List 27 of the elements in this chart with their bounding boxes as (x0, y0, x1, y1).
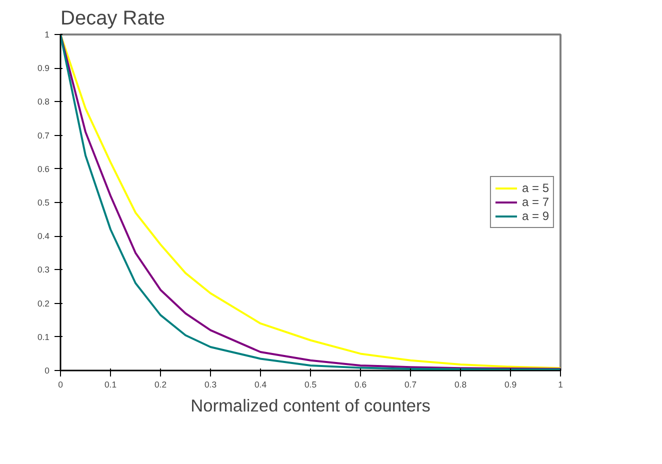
x-tick-label: 1 (558, 380, 564, 390)
y-tick-label: 0.9 (37, 63, 50, 74)
y-tick-label: 0.1 (37, 332, 50, 342)
y-tick-label: 0.6 (37, 164, 50, 174)
x-axis-title: Normalized content of counters (190, 396, 431, 416)
x-tick-label: 0.5 (304, 380, 317, 390)
x-tick-label: 0.7 (404, 380, 417, 390)
y-tick-label: 0 (44, 366, 50, 376)
legend-label: a = 5 (522, 181, 549, 195)
y-tick-label: 0.4 (37, 231, 50, 242)
x-tick-label: 0.6 (354, 380, 367, 390)
x-tick-label: 0.3 (204, 380, 217, 390)
y-tick-label: 0.5 (37, 198, 50, 208)
legend-label: a = 9 (522, 209, 549, 223)
chart-title: Decay Rate (60, 8, 165, 30)
y-tick-label: 0.2 (37, 298, 50, 308)
x-tick-label: 0 (58, 380, 64, 390)
x-tick-label: 0.9 (504, 380, 517, 390)
x-tick-label: 0.1 (104, 380, 117, 390)
y-tick-label: 1 (44, 30, 50, 40)
y-tick-label: 0.8 (37, 96, 50, 107)
legend-label: a = 7 (522, 195, 549, 209)
y-tick-label: 0.7 (37, 130, 50, 140)
x-tick-label: 0.8 (454, 380, 467, 390)
x-tick-label: 0.4 (254, 380, 267, 390)
x-tick-label: 0.2 (154, 380, 167, 390)
y-tick-label: 0.3 (37, 264, 50, 275)
